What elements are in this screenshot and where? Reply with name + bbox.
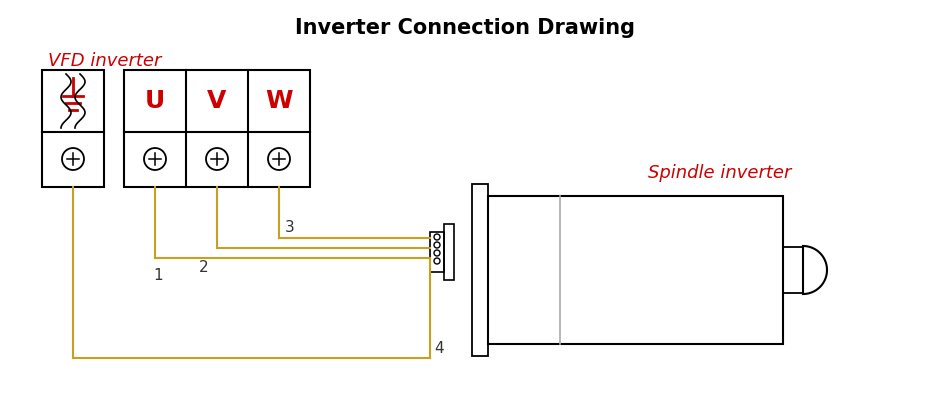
Text: W: W (265, 89, 293, 113)
Text: V: V (207, 89, 227, 113)
Bar (430, 232, 444, 272)
Text: Spindle inverter: Spindle inverter (648, 164, 791, 182)
Bar (124, 70, 310, 187)
Text: 4: 4 (434, 341, 444, 356)
Text: U: U (145, 89, 166, 113)
Bar (444, 224, 454, 280)
Bar (783, 247, 803, 293)
Bar (472, 184, 488, 356)
Text: 2: 2 (199, 260, 208, 275)
Bar (488, 196, 783, 344)
Text: 1: 1 (153, 268, 163, 283)
Text: VFD inverter: VFD inverter (48, 52, 162, 70)
Text: Inverter Connection Drawing: Inverter Connection Drawing (295, 18, 635, 38)
Text: 3: 3 (285, 220, 295, 235)
Bar (42, 70, 104, 187)
